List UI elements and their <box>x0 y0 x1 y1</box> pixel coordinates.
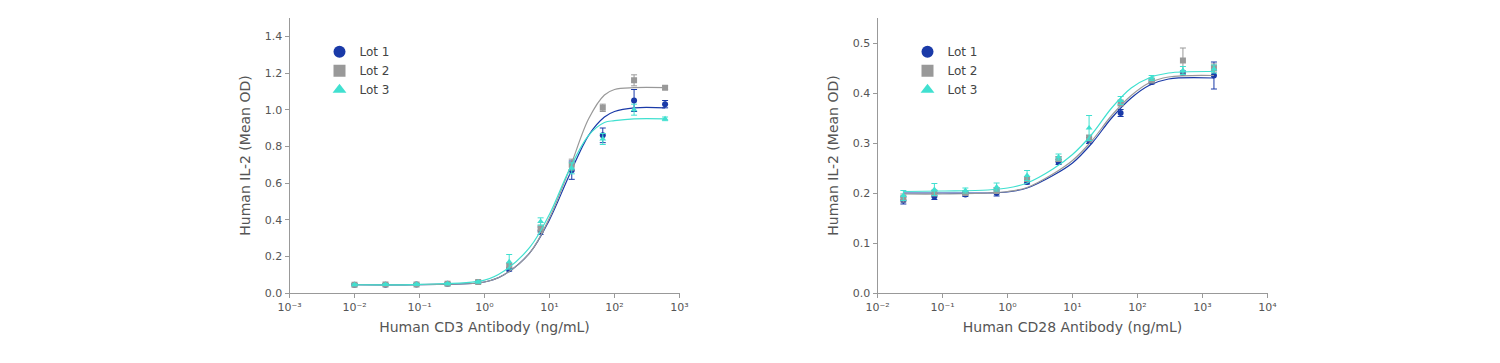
svg-text:10⁻²: 10⁻² <box>865 301 889 314</box>
svg-text:0.8: 0.8 <box>265 140 283 153</box>
svg-text:1.0: 1.0 <box>265 104 283 117</box>
svg-text:0.1: 0.1 <box>853 237 871 250</box>
svg-text:10⁴: 10⁴ <box>1258 301 1277 314</box>
svg-text:10²: 10² <box>1128 301 1146 314</box>
svg-text:10⁻¹: 10⁻¹ <box>930 301 954 314</box>
svg-text:10³: 10³ <box>670 301 688 314</box>
svg-text:Lot 1: Lot 1 <box>948 45 978 59</box>
svg-text:1.2: 1.2 <box>265 67 283 80</box>
svg-text:10¹: 10¹ <box>1063 301 1081 314</box>
svg-text:Lot 3: Lot 3 <box>360 83 390 97</box>
svg-text:0.2: 0.2 <box>853 187 871 200</box>
svg-text:Human CD28 Antibody (ng/mL): Human CD28 Antibody (ng/mL) <box>963 319 1183 335</box>
svg-text:10⁻²: 10⁻² <box>342 301 366 314</box>
svg-text:10⁻¹: 10⁻¹ <box>407 301 431 314</box>
svg-text:0.0: 0.0 <box>265 287 283 300</box>
svg-text:10²: 10² <box>605 301 623 314</box>
svg-text:Human IL-2 (Mean OD): Human IL-2 (Mean OD) <box>237 75 253 235</box>
svg-text:Lot 2: Lot 2 <box>948 64 978 78</box>
svg-text:10⁻³: 10⁻³ <box>277 301 301 314</box>
svg-text:Lot 3: Lot 3 <box>948 83 978 97</box>
svg-text:Lot 2: Lot 2 <box>360 64 390 78</box>
svg-text:0.4: 0.4 <box>265 214 283 227</box>
svg-text:Lot 1: Lot 1 <box>360 45 390 59</box>
svg-text:0.2: 0.2 <box>265 250 283 263</box>
svg-text:0.3: 0.3 <box>853 137 871 150</box>
svg-text:0.0: 0.0 <box>853 287 871 300</box>
svg-text:Human CD3 Antibody (ng/mL): Human CD3 Antibody (ng/mL) <box>379 319 590 335</box>
svg-text:10⁰: 10⁰ <box>998 301 1017 314</box>
svg-text:0.5: 0.5 <box>853 37 871 50</box>
svg-text:Human IL-2 (Mean OD): Human IL-2 (Mean OD) <box>825 75 841 235</box>
svg-text:10¹: 10¹ <box>540 301 558 314</box>
svg-text:0.4: 0.4 <box>853 87 871 100</box>
svg-text:10⁰: 10⁰ <box>475 301 494 314</box>
svg-text:10³: 10³ <box>1193 301 1211 314</box>
svg-text:1.4: 1.4 <box>265 30 283 43</box>
svg-text:0.6: 0.6 <box>265 177 283 190</box>
